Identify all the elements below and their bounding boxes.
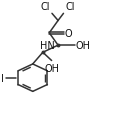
- Text: OH: OH: [75, 41, 90, 51]
- Text: O: O: [65, 28, 72, 38]
- Text: HN: HN: [40, 40, 55, 50]
- Text: I: I: [1, 73, 4, 83]
- Text: Cl: Cl: [40, 2, 50, 12]
- Text: Cl: Cl: [65, 2, 75, 12]
- Text: OH: OH: [45, 64, 60, 74]
